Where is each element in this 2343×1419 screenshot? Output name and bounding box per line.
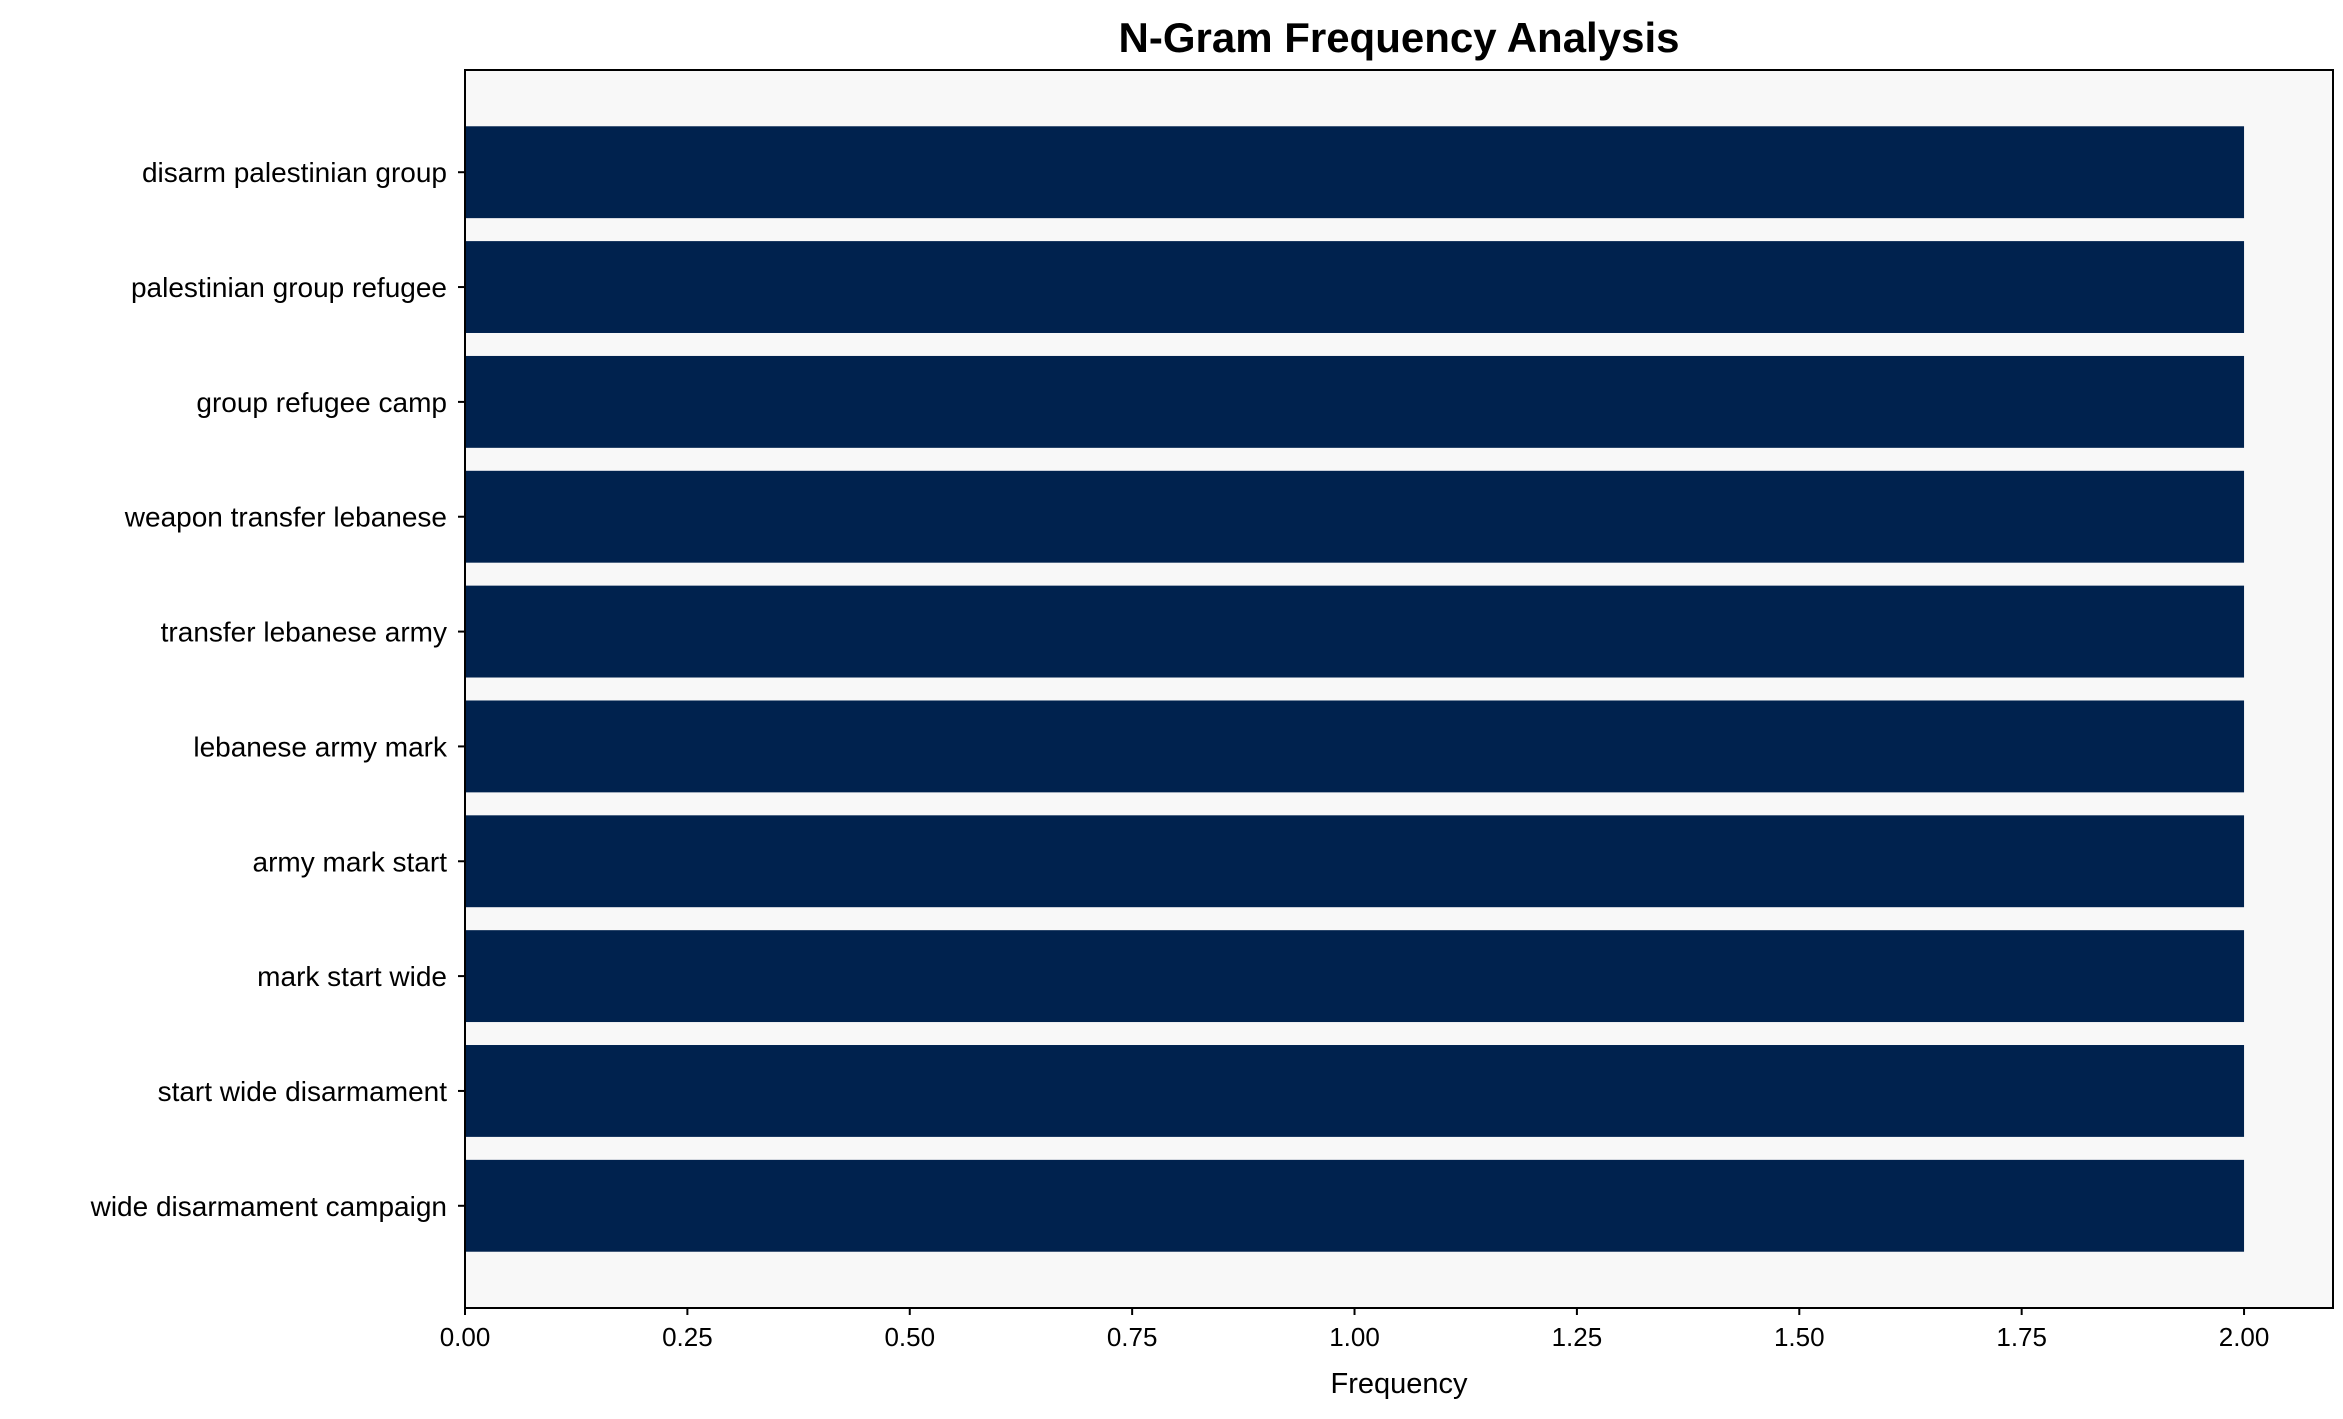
x-tick-label: 1.25 xyxy=(1552,1322,1603,1352)
x-tick-label: 0.50 xyxy=(884,1322,935,1352)
bar xyxy=(465,241,2245,333)
y-tick-label: group refugee camp xyxy=(196,387,447,418)
bar xyxy=(465,1045,2245,1137)
bar xyxy=(465,815,2245,908)
y-tick-label: lebanese army mark xyxy=(193,731,448,762)
bar xyxy=(465,126,2245,219)
x-tick-label: 0.00 xyxy=(440,1322,491,1352)
bar xyxy=(465,1159,2245,1252)
x-tick-label: 1.75 xyxy=(1996,1322,2047,1352)
y-tick-label: palestinian group refugee xyxy=(131,272,447,303)
chart-title: N-Gram Frequency Analysis xyxy=(1119,14,1680,61)
plot-frame xyxy=(464,69,2334,1309)
x-axis-label: Frequency xyxy=(1330,1368,1468,1400)
y-tick-label: mark start wide xyxy=(257,961,447,992)
bar xyxy=(465,700,2245,793)
y-tick-label: weapon transfer lebanese xyxy=(124,502,447,533)
x-tick-label: 1.00 xyxy=(1329,1322,1380,1352)
bar xyxy=(465,930,2245,1023)
x-tick-label: 0.25 xyxy=(662,1322,713,1352)
x-tick-label: 2.00 xyxy=(2219,1322,2270,1352)
bar xyxy=(465,585,2245,678)
y-tick-label: wide disarmament campaign xyxy=(90,1191,447,1222)
y-tick-label: army mark start xyxy=(253,846,448,877)
x-tick-label: 1.50 xyxy=(1774,1322,1825,1352)
y-tick-label: disarm palestinian group xyxy=(142,157,447,188)
y-tick-label: transfer lebanese army xyxy=(161,617,447,648)
x-tick-label: 0.75 xyxy=(1107,1322,1158,1352)
bar xyxy=(465,470,2245,563)
y-tick-label: start wide disarmament xyxy=(158,1076,448,1107)
bar xyxy=(465,355,2245,448)
